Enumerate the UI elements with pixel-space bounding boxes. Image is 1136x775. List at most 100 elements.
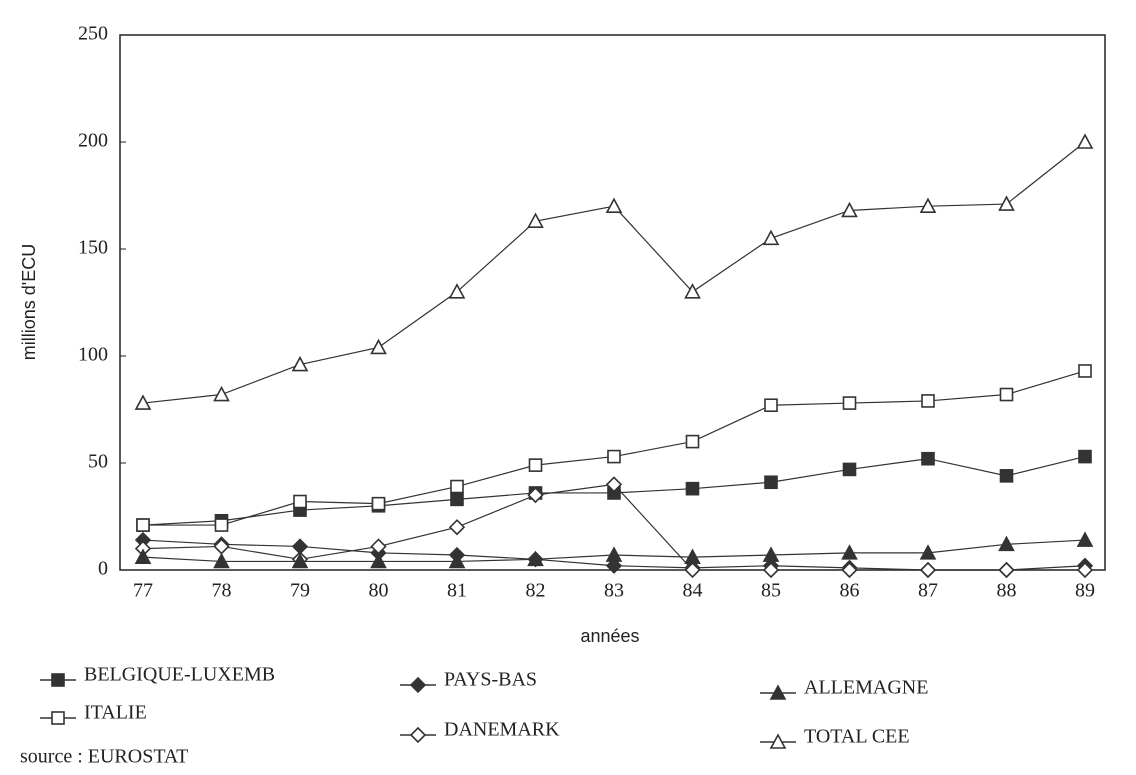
marker bbox=[999, 469, 1014, 483]
marker bbox=[685, 434, 700, 449]
marker bbox=[921, 451, 935, 466]
marker bbox=[1078, 449, 1092, 464]
marker bbox=[134, 394, 152, 410]
x-tick-label: 81 bbox=[447, 580, 467, 602]
marker bbox=[921, 394, 935, 408]
marker bbox=[450, 479, 464, 494]
marker bbox=[136, 518, 150, 532]
x-tick-label: 86 bbox=[840, 580, 860, 602]
marker bbox=[213, 385, 230, 402]
x-tick-label: 88 bbox=[997, 580, 1017, 602]
marker bbox=[409, 676, 427, 694]
marker bbox=[51, 673, 65, 687]
marker bbox=[528, 458, 543, 472]
legend-item: DANEMARK bbox=[400, 719, 560, 744]
marker bbox=[527, 486, 544, 504]
y-tick-label: 0 bbox=[98, 558, 108, 580]
legend-label: ITALIE bbox=[84, 702, 147, 724]
marker bbox=[842, 396, 857, 410]
x-tick-label: 82 bbox=[526, 580, 546, 602]
marker bbox=[998, 561, 1015, 579]
x-tick-label: 84 bbox=[683, 580, 703, 602]
marker bbox=[684, 283, 701, 299]
legend-item: PAYS-BAS bbox=[400, 669, 537, 694]
marker bbox=[998, 535, 1015, 552]
marker bbox=[293, 494, 307, 509]
marker bbox=[605, 197, 623, 213]
marker bbox=[842, 462, 857, 477]
marker bbox=[527, 212, 544, 228]
marker bbox=[448, 552, 466, 569]
marker bbox=[605, 557, 623, 574]
marker bbox=[527, 550, 544, 567]
series-line bbox=[142, 141, 1086, 404]
marker bbox=[769, 684, 787, 700]
marker bbox=[370, 338, 387, 355]
marker bbox=[841, 544, 858, 560]
marker bbox=[371, 496, 386, 511]
legend-label: TOTAL CEE bbox=[804, 726, 910, 748]
marker bbox=[605, 546, 623, 562]
y-tick-label: 50 bbox=[88, 451, 108, 473]
marker bbox=[1076, 531, 1094, 547]
marker bbox=[1076, 561, 1094, 579]
marker bbox=[605, 476, 623, 493]
marker bbox=[448, 283, 466, 299]
source-note: source : EUROSTAT bbox=[20, 746, 188, 768]
y-axis-label: millions d'ECU bbox=[19, 244, 39, 360]
x-tick-label: 85 bbox=[761, 580, 781, 602]
legend-label: ALLEMAGNE bbox=[804, 677, 928, 699]
marker bbox=[919, 197, 937, 213]
marker bbox=[684, 561, 701, 579]
legend-label: PAYS-BAS bbox=[444, 669, 537, 691]
x-axis-label: années bbox=[580, 626, 639, 646]
marker bbox=[762, 546, 780, 562]
marker bbox=[134, 548, 152, 564]
series-line bbox=[143, 370, 1086, 526]
marker bbox=[448, 519, 466, 536]
marker bbox=[291, 355, 309, 372]
x-tick-label: 87 bbox=[918, 580, 938, 602]
marker bbox=[764, 398, 778, 413]
marker bbox=[214, 518, 229, 532]
marker bbox=[370, 552, 387, 569]
series bbox=[134, 531, 1094, 569]
legend-item: ALLEMAGNE bbox=[760, 677, 928, 700]
x-tick-label: 83 bbox=[604, 580, 624, 602]
marker bbox=[841, 201, 858, 218]
marker bbox=[769, 733, 787, 749]
x-tick-label: 80 bbox=[369, 580, 389, 602]
marker bbox=[607, 449, 621, 464]
marker bbox=[685, 481, 700, 496]
x-tick-label: 78 bbox=[212, 580, 232, 602]
y-tick-label: 200 bbox=[78, 130, 108, 152]
marker bbox=[998, 195, 1015, 211]
legend-label: DANEMARK bbox=[444, 719, 560, 741]
marker bbox=[1076, 133, 1094, 149]
legend-item: BELGIQUE-LUXEMB bbox=[40, 664, 275, 687]
marker bbox=[762, 229, 780, 246]
y-tick-label: 250 bbox=[78, 23, 108, 45]
marker bbox=[841, 561, 858, 579]
legend-label: BELGIQUE-LUXEMB bbox=[84, 664, 275, 686]
marker bbox=[1078, 364, 1092, 378]
marker bbox=[764, 475, 778, 490]
marker bbox=[684, 548, 701, 564]
y-tick-label: 150 bbox=[78, 237, 108, 259]
series bbox=[134, 133, 1094, 410]
legend-item: ITALIE bbox=[40, 702, 147, 725]
marker bbox=[51, 711, 65, 725]
marker bbox=[919, 561, 937, 579]
y-tick-label: 100 bbox=[78, 344, 108, 366]
marker bbox=[213, 552, 230, 569]
x-tick-label: 79 bbox=[290, 580, 310, 602]
marker bbox=[291, 552, 309, 569]
marker bbox=[409, 726, 427, 744]
x-tick-label: 77 bbox=[133, 580, 153, 602]
marker bbox=[450, 492, 464, 507]
marker bbox=[919, 544, 937, 560]
marker bbox=[762, 561, 780, 579]
marker bbox=[999, 387, 1014, 402]
series bbox=[136, 364, 1092, 532]
